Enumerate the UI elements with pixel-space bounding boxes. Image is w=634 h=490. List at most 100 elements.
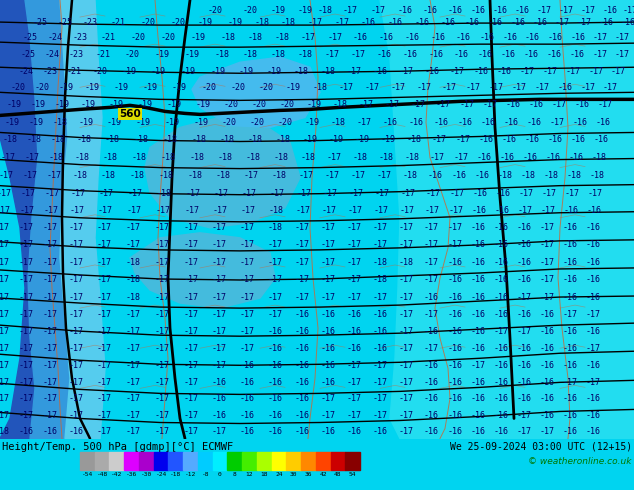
Text: -16: -16 [517,361,531,370]
Text: -17: -17 [399,343,413,353]
Text: -18: -18 [160,153,176,162]
Text: -17: -17 [448,206,463,215]
Text: -17: -17 [424,275,439,285]
Text: -17: -17 [470,361,486,370]
Text: -19: -19 [328,135,344,144]
Text: -16: -16 [562,241,578,249]
Text: -16: -16 [517,310,531,318]
Text: -17: -17 [155,206,171,215]
Text: -17: -17 [559,5,574,15]
Text: -18: -18 [404,153,420,162]
Text: -16: -16 [540,361,555,370]
Text: -17: -17 [183,223,198,232]
Text: -17: -17 [242,189,257,198]
Text: -17: -17 [44,206,58,215]
Text: -17: -17 [68,241,84,249]
Text: -17: -17 [183,327,198,336]
Text: -16: -16 [586,293,600,301]
Bar [346,452,360,470]
Text: -20: -20 [34,83,49,92]
Text: -17: -17 [441,83,456,92]
Text: -16: -16 [240,411,254,420]
Text: -48: -48 [96,472,108,477]
Text: -17: -17 [212,427,226,436]
Text: -19: -19 [58,83,74,92]
Text: -20: -20 [280,100,295,109]
Text: -17: -17 [18,327,34,336]
Text: -16: -16 [378,33,394,42]
Text: -16: -16 [479,33,495,42]
Text: -17: -17 [155,223,169,232]
Text: -17: -17 [0,310,10,318]
Text: -17: -17 [68,378,84,387]
Text: -17: -17 [42,343,58,353]
Text: -17: -17 [269,189,285,198]
Text: -23: -23 [72,33,87,42]
Text: -16: -16 [477,153,491,162]
Text: -16: -16 [540,327,555,336]
Text: -16: -16 [451,171,467,180]
Text: -17: -17 [373,293,387,301]
Text: -17: -17 [581,5,595,15]
Text: -16: -16 [545,153,560,162]
Text: -16: -16 [448,275,462,285]
Text: -17: -17 [297,189,311,198]
Text: -25: -25 [22,33,37,42]
Bar [316,452,330,470]
Text: -17: -17 [295,206,311,215]
Text: -17: -17 [347,275,361,285]
Text: -16: -16 [472,189,488,198]
Text: -17: -17 [399,361,413,370]
Text: -17: -17 [465,83,481,92]
Text: -17: -17 [183,394,198,403]
Text: -16: -16 [240,378,254,387]
Text: 560: 560 [119,109,141,120]
Text: -16: -16 [562,275,578,285]
Text: -16: -16 [321,310,335,318]
Text: -17: -17 [588,189,602,198]
Text: -18: -18 [271,171,287,180]
Text: -18: -18 [188,171,202,180]
Text: -18: -18 [543,171,559,180]
Text: -17: -17 [327,153,342,162]
Text: -17: -17 [347,223,361,232]
Text: -16: -16 [470,310,486,318]
Text: -17: -17 [42,310,58,318]
Text: -18: -18 [131,153,146,162]
Text: -17: -17 [0,343,10,353]
Text: -17: -17 [0,241,10,249]
Text: -17: -17 [373,394,387,403]
Text: -19: -19 [143,83,157,92]
Text: -17: -17 [0,223,10,232]
Text: -18: -18 [276,135,290,144]
Text: -17: -17 [517,411,531,420]
Text: -17: -17 [417,83,432,92]
Text: -17: -17 [399,223,413,232]
Bar [198,452,212,470]
Text: -16: -16 [526,118,541,127]
Text: -18: -18 [27,135,41,144]
Text: -18: -18 [378,153,394,162]
Text: -19: -19 [155,49,169,59]
Text: -16: -16 [448,411,462,420]
Text: -17: -17 [184,206,200,215]
Text: -17: -17 [399,411,413,420]
Text: -17: -17 [240,258,254,268]
Text: -18: -18 [268,223,283,232]
Text: -18: -18 [158,171,174,180]
Text: -16: -16 [505,100,521,109]
Text: -16: -16 [562,327,578,336]
Text: -17: -17 [96,223,112,232]
Text: -17: -17 [424,258,439,268]
Bar [153,452,169,470]
Text: -17: -17 [347,67,361,76]
Text: -18: -18 [134,135,148,144]
Text: -17: -17 [0,411,10,420]
Text: -17: -17 [323,189,337,198]
Text: -18: -18 [373,275,387,285]
Text: -17: -17 [321,394,335,403]
Text: -16: -16 [268,343,283,353]
Text: -16: -16 [524,135,540,144]
Text: -17: -17 [127,189,143,198]
Text: -17: -17 [460,100,474,109]
